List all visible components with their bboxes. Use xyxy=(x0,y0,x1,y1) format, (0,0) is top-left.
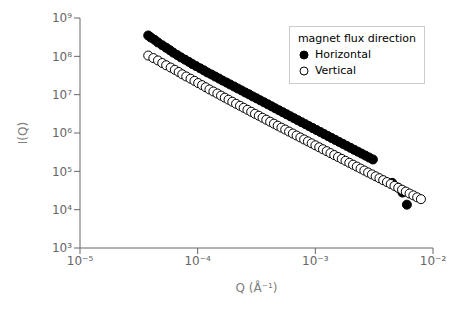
svg-text:10⁴: 10⁴ xyxy=(52,203,72,217)
svg-text:10⁹: 10⁹ xyxy=(52,11,72,25)
html-text:Vertical: Vertical xyxy=(314,64,357,77)
svg-text:10⁻⁵: 10⁻⁵ xyxy=(67,254,94,268)
svg-text:10³: 10³ xyxy=(52,241,72,255)
svg-text:10⁸: 10⁸ xyxy=(52,50,72,64)
svg-text:I(Q): I(Q) xyxy=(16,122,30,144)
svg-text:10⁶: 10⁶ xyxy=(52,126,72,140)
svg-text:10⁵: 10⁵ xyxy=(52,165,72,179)
svg-text:Q (Å⁻¹): Q (Å⁻¹) xyxy=(236,280,278,295)
html-text:magnet flux direction: magnet flux direction xyxy=(297,32,416,45)
svg-text:10⁷: 10⁷ xyxy=(52,88,72,102)
svg-text:10⁻³: 10⁻³ xyxy=(302,254,329,268)
html-text:Horizontal: Horizontal xyxy=(314,48,372,61)
svg-text:10⁻⁴: 10⁻⁴ xyxy=(184,254,211,268)
svg-text:10⁻²: 10⁻² xyxy=(420,254,447,268)
